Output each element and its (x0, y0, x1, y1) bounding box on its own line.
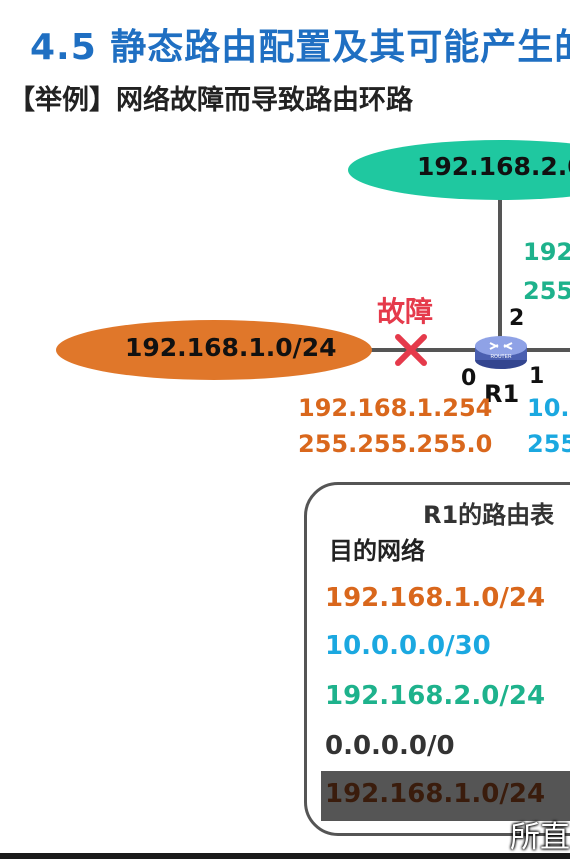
routing-table-row: 192.168.1.0/24 (325, 583, 545, 613)
router-port-2: 2 (509, 306, 524, 331)
routing-table-row: 0.0.0.0/0 (325, 731, 455, 761)
video-subtitle: 所直 (510, 812, 570, 856)
router-port-0: 0 (461, 366, 476, 391)
routing-table-row-highlighted: 192.168.1.0/24 (325, 779, 545, 809)
router-port-1: 1 (529, 364, 544, 389)
network-left-label: 192.168.1.0/24 (125, 333, 337, 362)
router-icon-text: ROUTER (490, 354, 512, 360)
router-icon: ROUTER (475, 336, 527, 369)
fault-label: 故障 (377, 290, 433, 330)
interface-left-mask: 255.255.255.0 (298, 430, 492, 458)
network-top-label: 192.168.2.0/ (417, 152, 570, 181)
routing-table: R1的路由表 目的网络 192.168.1.0/24 10.0.0.0/30 1… (304, 482, 570, 836)
interface-right-address: 10.0 (527, 394, 570, 422)
routing-table-title: R1的路由表 (423, 495, 554, 530)
routing-table-row: 192.168.2.0/24 (325, 681, 545, 711)
routing-table-header-destination: 目的网络 (329, 531, 425, 566)
interface-top-mask: 255 (523, 277, 570, 305)
interface-left-address: 192.168.1.254 (298, 394, 492, 422)
interface-top-address: 192 (523, 238, 570, 266)
interface-right-mask: 255 (527, 430, 570, 458)
routing-table-row: 10.0.0.0/30 (325, 631, 491, 661)
bottom-bar (0, 853, 570, 859)
